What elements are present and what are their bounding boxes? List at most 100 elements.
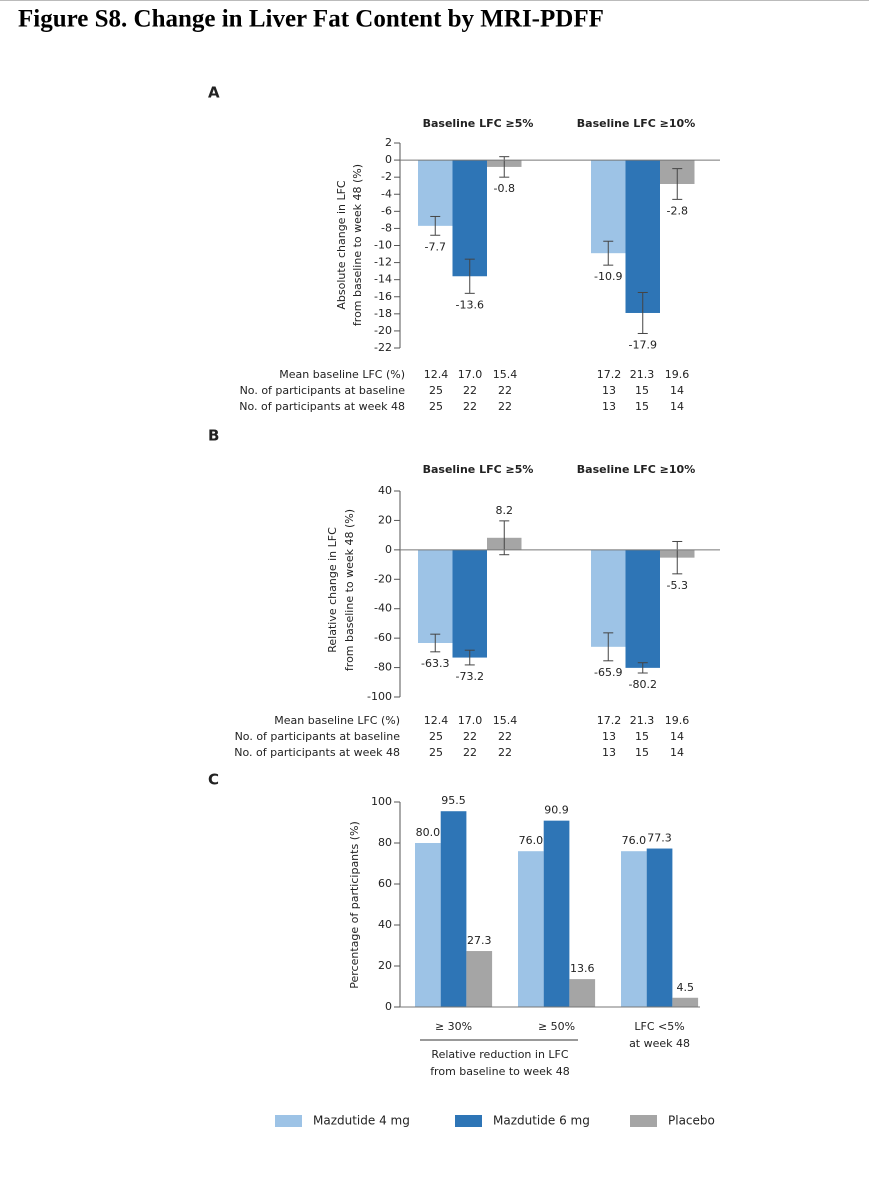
group-label: Relative reduction in LFC	[431, 1048, 568, 1061]
table-cell: 22	[498, 400, 512, 413]
y-axis-label: Relative change in LFC	[326, 527, 339, 653]
table-cell: 19.6	[665, 714, 690, 727]
value-label: 80.0	[416, 826, 441, 839]
value-label: -7.7	[425, 240, 446, 253]
table-row-label: Mean baseline LFC (%)	[279, 368, 405, 381]
panel-letter: A	[208, 84, 220, 102]
table-cell: 25	[429, 746, 443, 759]
table-cell: 14	[670, 384, 684, 397]
bar	[569, 979, 596, 1007]
table-cell: 21.3	[630, 714, 655, 727]
y-tick-label: -4	[381, 187, 392, 200]
y-tick-label: -16	[374, 290, 392, 303]
table-cell: 15.4	[493, 714, 518, 727]
bar	[452, 549, 487, 658]
group-header: Baseline LFC ≥10%	[577, 117, 695, 130]
table-cell: 22	[463, 400, 477, 413]
bar	[466, 951, 493, 1007]
table-cell: 22	[463, 384, 477, 397]
table-cell: 14	[670, 730, 684, 743]
table-cell: 21.3	[630, 368, 655, 381]
y-tick-label: -20	[374, 572, 392, 585]
table-cell: 22	[498, 746, 512, 759]
table-cell: 13	[602, 730, 616, 743]
bar	[621, 851, 647, 1007]
table-cell: 13	[602, 384, 616, 397]
y-tick-label: -14	[374, 273, 392, 286]
group-header: Baseline LFC ≥5%	[423, 463, 534, 476]
bar	[415, 843, 441, 1007]
y-tick-label: 80	[378, 836, 392, 849]
value-label: -2.8	[667, 204, 688, 217]
table-cell: 12.4	[424, 368, 449, 381]
bar	[518, 851, 544, 1007]
bar	[646, 848, 673, 1007]
value-label: 27.3	[467, 934, 492, 947]
y-tick-label: 100	[371, 795, 392, 808]
x-tick-label: ≥ 30%	[435, 1020, 472, 1033]
y-tick-label: 20	[378, 959, 392, 972]
legend-label: Mazdutide 4 mg	[313, 1114, 410, 1128]
table-cell: 19.6	[665, 368, 690, 381]
bar	[625, 160, 660, 313]
value-label: 4.5	[677, 981, 695, 994]
table-cell: 17.0	[458, 368, 483, 381]
table-row-label: No. of participants at baseline	[240, 384, 406, 397]
legend-label: Mazdutide 6 mg	[493, 1114, 590, 1128]
table-cell: 13	[602, 746, 616, 759]
y-tick-label: -20	[374, 324, 392, 337]
value-label: 76.0	[519, 834, 544, 847]
y-tick-label: 0	[385, 153, 392, 166]
legend-swatch	[630, 1115, 657, 1127]
table-cell: 13	[602, 400, 616, 413]
y-tick-label: -6	[381, 204, 392, 217]
table-cell: 22	[463, 746, 477, 759]
value-label: -80.2	[629, 678, 657, 691]
figure-title: Figure S8. Change in Liver Fat Content b…	[18, 6, 604, 33]
table-row-label: Mean baseline LFC (%)	[274, 714, 400, 727]
y-axis-label: from baseline to week 48 (%)	[351, 164, 364, 326]
y-tick-label: 2	[385, 136, 392, 149]
y-tick-label: 40	[378, 484, 392, 497]
value-label: 13.6	[570, 962, 595, 975]
y-tick-label: -10	[374, 239, 392, 252]
legend-swatch	[455, 1115, 482, 1127]
value-label: -5.3	[667, 579, 688, 592]
table-cell: 17.2	[597, 714, 622, 727]
table-cell: 25	[429, 384, 443, 397]
legend-label: Placebo	[668, 1114, 715, 1128]
x-tick-label: LFC <5%	[634, 1020, 684, 1033]
legend-swatch	[275, 1115, 302, 1127]
value-label: -17.9	[629, 338, 657, 351]
y-axis-label: from baseline to week 48 (%)	[343, 509, 356, 671]
y-tick-label: 40	[378, 918, 392, 931]
value-label: -0.8	[494, 182, 515, 195]
panel-letter: C	[208, 771, 219, 789]
y-tick-label: 0	[385, 543, 392, 556]
table-cell: 15.4	[493, 368, 518, 381]
bar	[440, 811, 467, 1007]
y-tick-label: -8	[381, 221, 392, 234]
table-cell: 15	[635, 730, 649, 743]
bar	[591, 549, 626, 647]
table-cell: 15	[635, 400, 649, 413]
value-label: -63.3	[421, 657, 449, 670]
x-tick-label: ≥ 50%	[538, 1020, 575, 1033]
y-tick-label: -18	[374, 307, 392, 320]
value-label: 76.0	[622, 834, 647, 847]
table-cell: 22	[498, 730, 512, 743]
y-tick-label: -12	[374, 256, 392, 269]
table-cell: 17.2	[597, 368, 622, 381]
bar	[418, 160, 453, 226]
table-cell: 15	[635, 384, 649, 397]
table-row-label: No. of participants at baseline	[235, 730, 401, 743]
y-tick-label: -60	[374, 631, 392, 644]
table-row-label: No. of participants at week 48	[234, 746, 400, 759]
y-axis-label: Absolute change in LFC	[335, 180, 348, 310]
bar	[543, 820, 570, 1007]
y-tick-label: 0	[385, 1000, 392, 1013]
table-cell: 14	[670, 400, 684, 413]
y-tick-label: -100	[367, 690, 392, 703]
table-cell: 17.0	[458, 714, 483, 727]
